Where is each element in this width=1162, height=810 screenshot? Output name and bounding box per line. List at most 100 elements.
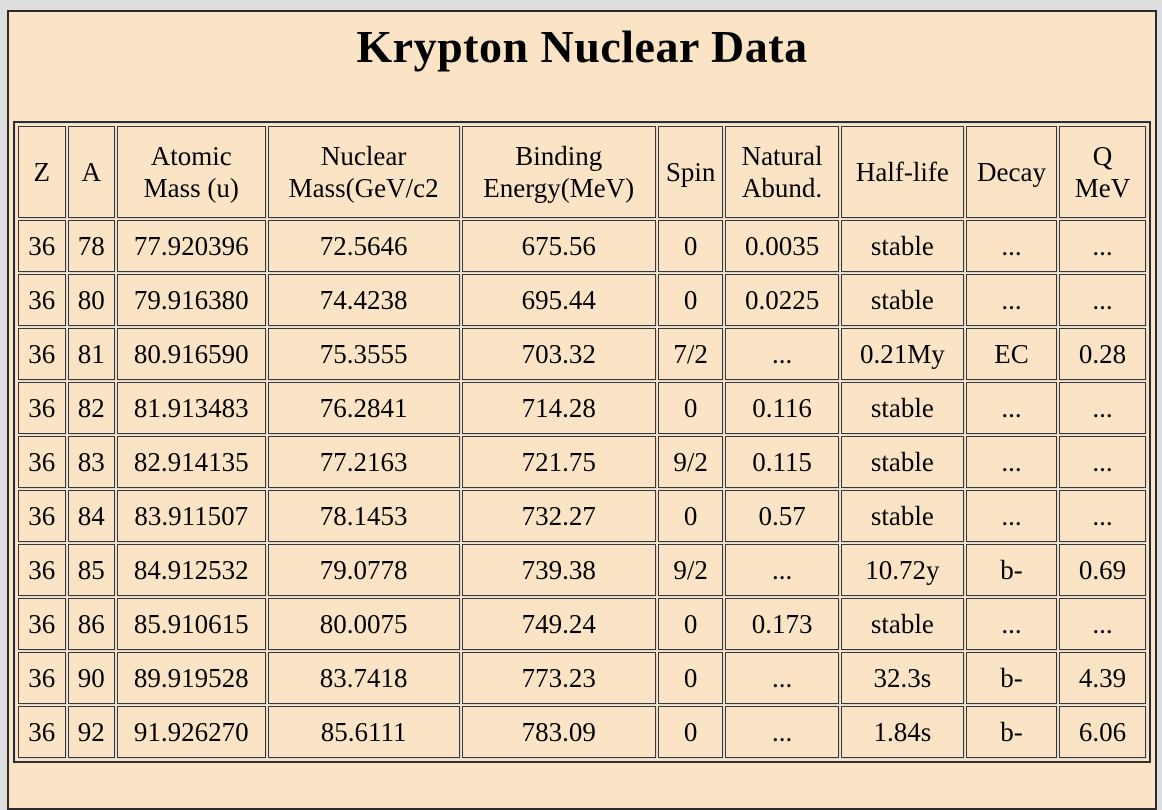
table-cell-a: 83 — [67, 436, 115, 488]
table-cell-half-life: stable — [840, 382, 964, 434]
table-cell-natural-abundance: 0.0225 — [725, 274, 839, 326]
table-cell-z: 36 — [18, 382, 66, 434]
column-header-nuclear-mass: Nuclear Mass(GeV/c2 — [267, 126, 460, 218]
table-cell-natural-abundance: ... — [725, 652, 839, 704]
table-cell-q-mev: 6.06 — [1058, 706, 1146, 758]
table-cell-half-life: stable — [840, 220, 964, 272]
table-cell-decay: ... — [966, 382, 1057, 434]
table-cell-nuclear-mass: 76.2841 — [267, 382, 460, 434]
table-cell-nuclear-mass: 74.4238 — [267, 274, 460, 326]
table-cell-nuclear-mass: 78.1453 — [267, 490, 460, 542]
table-cell-atomic-mass: 85.910615 — [117, 598, 266, 650]
table-cell-a: 85 — [67, 544, 115, 596]
table-cell-nuclear-mass: 83.7418 — [267, 652, 460, 704]
table-row: 36 86 85.910615 80.0075 749.24 0 0.173 stable..… — [18, 598, 1146, 650]
table-cell-half-life: 1.84s — [840, 706, 964, 758]
table-cell-z: 36 — [18, 652, 66, 704]
table-cell-natural-abundance: 0.115 — [725, 436, 839, 488]
table-cell-natural-abundance: 0.0035 — [725, 220, 839, 272]
table-cell-spin: 0 — [657, 598, 724, 650]
table-cell-decay: b- — [966, 706, 1057, 758]
table-cell-z: 36 — [18, 328, 66, 380]
table-cell-half-life: 32.3s — [840, 652, 964, 704]
table-cell-natural-abundance: 0.173 — [725, 598, 839, 650]
table-row: 36 80 79.916380 74.4238 695.44 0 0.0225 stable.… — [18, 274, 1146, 326]
column-header-spin: Spin — [657, 126, 724, 218]
table-cell-q-mev: ... — [1058, 382, 1146, 434]
table-cell-natural-abundance: ... — [725, 544, 839, 596]
table-cell-a: 86 — [67, 598, 115, 650]
table-cell-decay: b- — [966, 652, 1057, 704]
table-cell-binding-energy: 739.38 — [461, 544, 656, 596]
table-cell-z: 36 — [18, 220, 66, 272]
column-header-atomic-mass: Atomic Mass (u) — [117, 126, 266, 218]
table-cell-atomic-mass: 84.912532 — [117, 544, 266, 596]
table-row: 36 92 91.926270 85.6111 783.09 0... 1.84s b- 6.0… — [18, 706, 1146, 758]
table-cell-nuclear-mass: 80.0075 — [267, 598, 460, 650]
table-row: 36 84 83.911507 78.1453 732.27 0 0.57 stable...… — [18, 490, 1146, 542]
table-cell-spin: 0 — [657, 382, 724, 434]
table-cell-a: 81 — [67, 328, 115, 380]
table-cell-nuclear-mass: 79.0778 — [267, 544, 460, 596]
table-cell-nuclear-mass: 72.5646 — [267, 220, 460, 272]
table-cell-binding-energy: 773.23 — [461, 652, 656, 704]
table-cell-binding-energy: 749.24 — [461, 598, 656, 650]
page: Krypton Nuclear Data Z A Atomic Mass (u) Nu… — [7, 10, 1157, 810]
column-header-decay: Decay — [966, 126, 1057, 218]
table-cell-decay: ... — [966, 490, 1057, 542]
table-cell-nuclear-mass: 77.2163 — [267, 436, 460, 488]
table-cell-z: 36 — [18, 436, 66, 488]
table-cell-decay: b- — [966, 544, 1057, 596]
table-cell-binding-energy: 783.09 — [461, 706, 656, 758]
table-cell-atomic-mass: 82.914135 — [117, 436, 266, 488]
table-cell-natural-abundance: ... — [725, 706, 839, 758]
table-cell-a: 78 — [67, 220, 115, 272]
table-cell-z: 36 — [18, 706, 66, 758]
table-row: 36 83 82.914135 77.2163 721.75 9/2 0.115 stable… — [18, 436, 1146, 488]
table-row: 36 78 77.920396 72.5646 675.56 0 0.0035 stable.… — [18, 220, 1146, 272]
table-cell-nuclear-mass: 85.6111 — [267, 706, 460, 758]
table-cell-atomic-mass: 77.920396 — [117, 220, 266, 272]
table-cell-q-mev: ... — [1058, 490, 1146, 542]
table-cell-half-life: stable — [840, 598, 964, 650]
table-cell-spin: 0 — [657, 652, 724, 704]
table-cell-natural-abundance: 0.116 — [725, 382, 839, 434]
column-header-binding-energy: Binding Energy(MeV) — [461, 126, 656, 218]
table-cell-atomic-mass: 80.916590 — [117, 328, 266, 380]
table-cell-nuclear-mass: 75.3555 — [267, 328, 460, 380]
table-cell-binding-energy: 714.28 — [461, 382, 656, 434]
table-cell-z: 36 — [18, 274, 66, 326]
table-cell-binding-energy: 703.32 — [461, 328, 656, 380]
table-cell-atomic-mass: 81.913483 — [117, 382, 266, 434]
table-cell-decay: ... — [966, 220, 1057, 272]
table-cell-q-mev: ... — [1058, 598, 1146, 650]
table-cell-z: 36 — [18, 490, 66, 542]
table-cell-spin: 0 — [657, 490, 724, 542]
page-title: Krypton Nuclear Data — [356, 21, 808, 72]
nuclear-data-table: Z A Atomic Mass (u) Nuclear Mass(GeV/c2 Bind… — [13, 121, 1151, 763]
table-cell-z: 36 — [18, 598, 66, 650]
header-row: Z A Atomic Mass (u) Nuclear Mass(GeV/c2 Bind… — [18, 126, 1146, 218]
table-body: 36 78 77.920396 72.5646 675.56 0 0.0035 stable.… — [18, 220, 1146, 758]
table-row: 36 81 80.916590 75.3555 703.32 7/2... 0.21My EC… — [18, 328, 1146, 380]
table-cell-half-life: 10.72y — [840, 544, 964, 596]
table-cell-q-mev: 4.39 — [1058, 652, 1146, 704]
table-cell-a: 90 — [67, 652, 115, 704]
table-cell-binding-energy: 732.27 — [461, 490, 656, 542]
column-header-q-mev: Q MeV — [1058, 126, 1146, 218]
column-header-a: A — [67, 126, 115, 218]
table-cell-spin: 7/2 — [657, 328, 724, 380]
table-cell-a: 80 — [67, 274, 115, 326]
table-cell-q-mev: ... — [1058, 436, 1146, 488]
table-cell-natural-abundance: 0.57 — [725, 490, 839, 542]
column-header-natural-abundance: Natural Abund. — [725, 126, 839, 218]
table-cell-q-mev: 0.28 — [1058, 328, 1146, 380]
table-cell-spin: 0 — [657, 274, 724, 326]
table-cell-a: 92 — [67, 706, 115, 758]
table-cell-natural-abundance: ... — [725, 328, 839, 380]
table-cell-half-life: stable — [840, 490, 964, 542]
table-cell-binding-energy: 695.44 — [461, 274, 656, 326]
table-row: 36 85 84.912532 79.0778 739.38 9/2... 10.72y b-… — [18, 544, 1146, 596]
table-cell-q-mev: ... — [1058, 274, 1146, 326]
table-cell-z: 36 — [18, 544, 66, 596]
